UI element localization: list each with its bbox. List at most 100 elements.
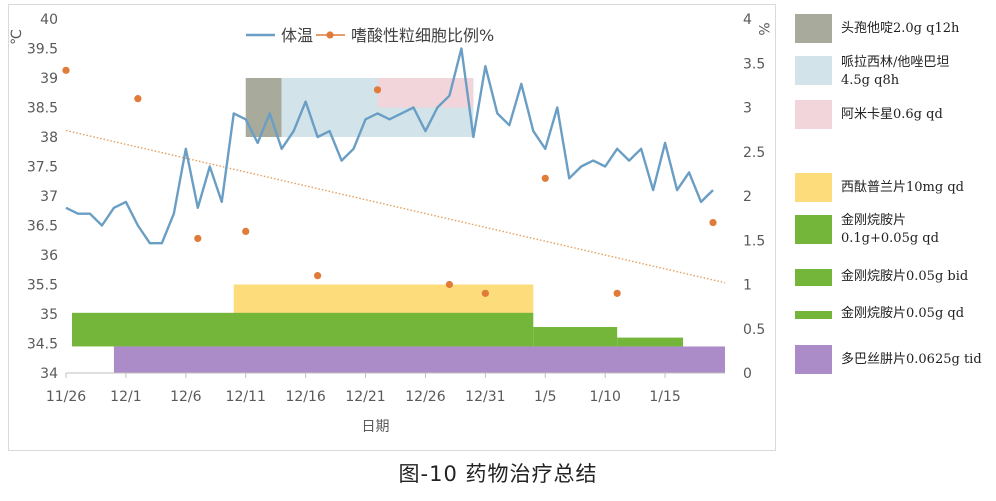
legend-eos-label: 嗜酸性粒细胞比例%	[351, 26, 494, 45]
y-right-tick-label: 1.5	[743, 233, 765, 249]
temperature-point	[568, 177, 570, 179]
x-tick-label: 12/6	[170, 389, 202, 405]
legend-label: 阿米卡星0.6g qd	[841, 107, 943, 122]
y-right-tick-label: 0.5	[743, 322, 765, 338]
temperature-point	[304, 100, 306, 102]
legend-label: 金刚烷胺片0.05g qd	[841, 306, 965, 321]
y-right-tick-label: 0	[743, 366, 752, 382]
y-right-tick-label: 3	[743, 101, 752, 117]
y-left-tick-label: 37.5	[27, 160, 58, 176]
legend-label: 金刚烷胺片0.05g bid	[841, 269, 969, 284]
temperature-point	[424, 130, 426, 132]
temperature-point	[484, 65, 486, 67]
temperature-point	[580, 165, 582, 167]
legend-swatch	[795, 311, 832, 319]
x-tick-label: 12/26	[405, 389, 445, 405]
y-left-tick-label: 37	[40, 189, 58, 205]
eosinophil-point	[242, 227, 250, 235]
eosinophil-point	[709, 218, 717, 227]
legend-swatch	[795, 215, 832, 244]
y-right-tick-label: 2	[743, 189, 752, 205]
temperature-point	[209, 165, 211, 167]
legend-swatch	[795, 100, 832, 129]
temperature-point	[448, 95, 450, 97]
temperature-point	[340, 159, 342, 161]
y-left-axis-title: ℃	[9, 29, 25, 45]
legend-swatch	[795, 173, 832, 202]
legend-swatch	[795, 14, 832, 43]
eosinophil-point	[62, 66, 70, 74]
temperature-point	[508, 124, 510, 126]
medication-bar-6	[617, 337, 684, 347]
temperature-point	[664, 142, 666, 144]
eosinophil-point	[481, 289, 489, 297]
y-left-tick-label: 34	[40, 366, 58, 382]
temperature-point	[544, 148, 546, 150]
x-tick-label: 12/11	[226, 389, 266, 405]
x-tick-label: 12/31	[465, 389, 505, 405]
medication-bar-7	[113, 346, 726, 373]
y-left-tick-label: 39.5	[27, 42, 58, 58]
temperature-point	[173, 213, 175, 215]
eosinophil-point	[445, 280, 454, 289]
temperature-point	[364, 118, 366, 120]
eosinophil-point	[314, 272, 322, 280]
temperature-point	[161, 242, 163, 244]
temperature-point	[77, 213, 79, 215]
medication-bar-2	[377, 78, 474, 108]
temperature-point	[412, 106, 414, 108]
y-left-tick-label: 40	[40, 12, 58, 28]
legend-label: 头孢他啶2.0g q12h	[841, 21, 960, 36]
legend-label: 多巴丝肼片0.0625g tid	[841, 352, 982, 367]
legend-swatch	[795, 269, 832, 286]
temperature-point	[712, 189, 714, 191]
legend-label: 西酞普兰片10mg qd	[841, 180, 964, 195]
y-left-tick-label: 38	[40, 130, 58, 146]
y-left-tick-label: 35	[40, 307, 58, 323]
temperature-point	[125, 201, 127, 203]
legend-label: 哌拉西林/他唑巴坦	[841, 55, 950, 70]
temperature-point	[65, 207, 67, 209]
eosinophil-point	[194, 234, 202, 243]
y-left-tick-label: 36.5	[27, 219, 58, 235]
medication-bar-3	[233, 284, 534, 314]
temperature-point	[197, 207, 199, 209]
temperature-point	[700, 201, 702, 203]
temperature-point	[628, 159, 630, 161]
temperature-point	[89, 213, 91, 215]
x-axis-title: 日期	[362, 419, 390, 435]
y-left-tick-label: 39	[40, 71, 58, 87]
medication-bar-5	[533, 326, 618, 347]
y-right-tick-label: 3.5	[743, 56, 765, 72]
legend-swatch	[795, 56, 832, 85]
eosinophil-trendline	[65, 129, 726, 284]
y-left-tick-label: 38.5	[27, 101, 58, 117]
temperature-point	[292, 130, 294, 132]
x-tick-label: 11/26	[46, 389, 86, 405]
temperature-point	[496, 112, 498, 114]
legend-eos-swatch-dot	[326, 31, 334, 39]
eosinophil-point	[373, 86, 382, 94]
x-tick-label: 12/21	[345, 389, 385, 405]
legend-label-line2: 4.5g q8h	[841, 73, 900, 88]
temperature-point	[616, 148, 618, 150]
temperature-point	[185, 148, 187, 150]
temperature-point	[268, 112, 270, 114]
temperature-point	[400, 112, 402, 114]
eosinophil-point	[134, 95, 142, 103]
temperature-point	[280, 148, 282, 150]
temperature-point	[592, 159, 594, 161]
temperature-point	[376, 112, 378, 114]
legend-swatch	[795, 345, 832, 374]
temperature-point	[257, 142, 259, 144]
y-left-tick-label: 36	[40, 248, 58, 264]
x-tick-label: 1/10	[589, 389, 620, 405]
temperature-point	[233, 112, 235, 114]
temperature-point	[676, 189, 678, 191]
chart-svg: 3434.53535.53636.53737.53838.53939.54000…	[9, 12, 771, 435]
y-left-tick-label: 34.5	[27, 337, 58, 353]
temperature-point	[652, 189, 654, 191]
temperature-point	[328, 130, 330, 132]
figure-caption: 图-10 药物治疗总结	[398, 462, 598, 486]
temperature-point	[101, 224, 103, 226]
